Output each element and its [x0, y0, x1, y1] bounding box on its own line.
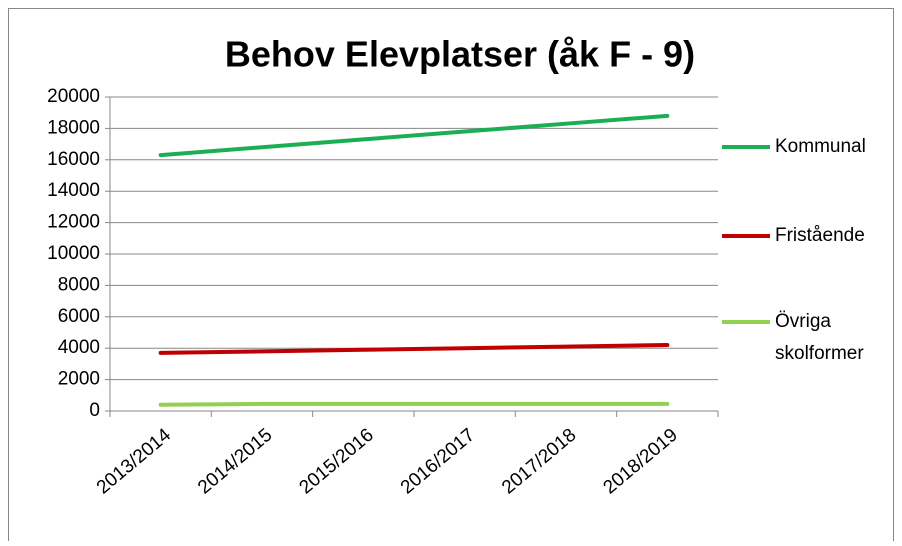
y-tick-label: 10000 — [47, 243, 100, 264]
line-series — [158, 401, 670, 407]
y-tick-label: 0 — [89, 400, 100, 421]
legend-label: Fristående — [775, 225, 865, 246]
line-series — [158, 113, 670, 158]
y-tick-label: 16000 — [47, 149, 100, 170]
legend-label: Kommunal — [775, 136, 866, 157]
line-series — [158, 343, 670, 355]
y-tick-label: 4000 — [58, 337, 100, 358]
chart-frame — [8, 8, 894, 546]
y-tick-label: 8000 — [58, 274, 100, 295]
y-tick-label: 14000 — [47, 180, 100, 201]
y-tick-label: 6000 — [58, 306, 100, 327]
y-tick-label: 18000 — [47, 117, 100, 138]
y-tick-label: 20000 — [47, 86, 100, 107]
y-tick-label: 12000 — [47, 212, 100, 233]
legend-label: Övriga skolformer — [775, 311, 864, 364]
chart-title: Behov Elevplatser (åk F - 9) — [225, 34, 695, 75]
y-tick-label: 2000 — [58, 369, 100, 390]
